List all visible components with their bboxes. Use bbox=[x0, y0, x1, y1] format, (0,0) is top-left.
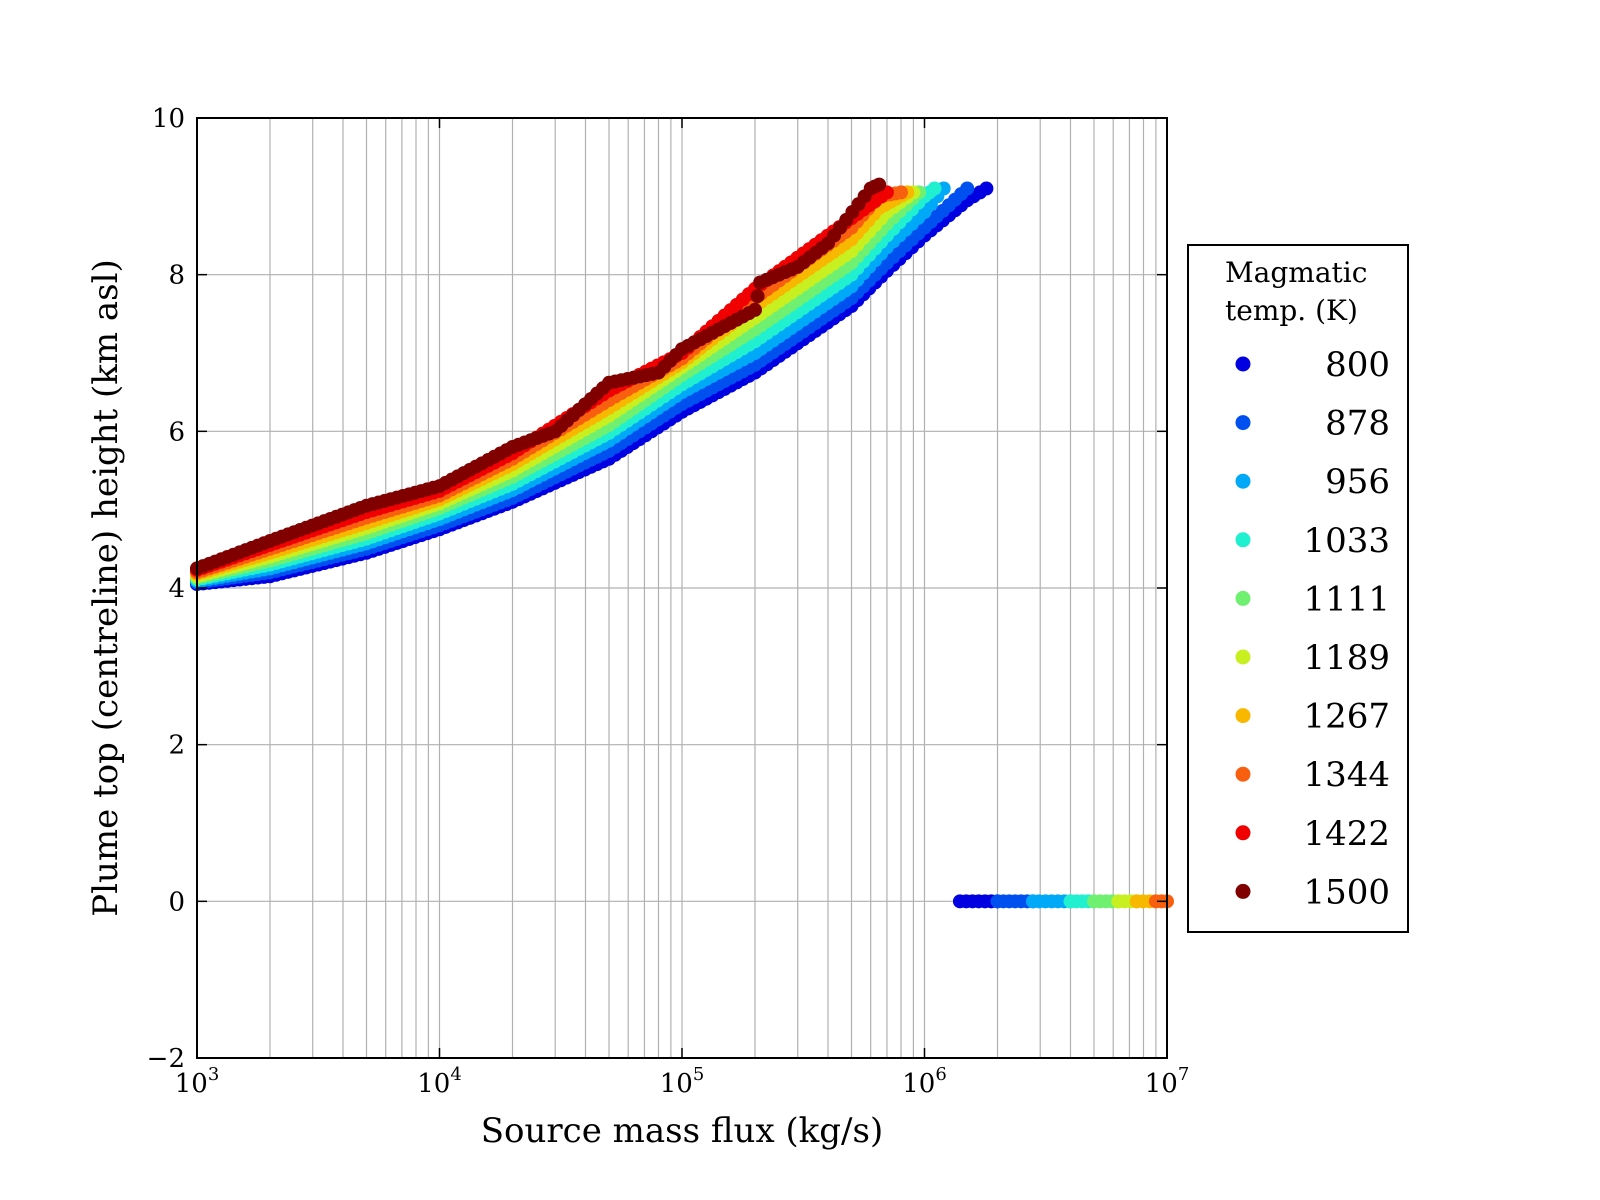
data-points bbox=[190, 177, 1174, 909]
x-tick-label: 106 bbox=[902, 1064, 947, 1099]
legend-marker bbox=[1235, 708, 1251, 724]
legend-entries: 800 878 956 1033 1111 1189 1267 1344 1422 1500 bbox=[1235, 345, 1390, 912]
x-tick-label: 105 bbox=[660, 1064, 705, 1099]
legend-marker bbox=[1235, 766, 1251, 782]
scatter-point bbox=[979, 181, 994, 196]
legend-label: 1111 bbox=[1303, 579, 1390, 619]
legend-label: 956 bbox=[1325, 462, 1390, 502]
grid-lines bbox=[197, 118, 1167, 1058]
legend-label: 878 bbox=[1325, 404, 1390, 444]
legend-marker bbox=[1235, 415, 1251, 431]
legend-label: 1422 bbox=[1303, 814, 1390, 854]
scatter-point bbox=[893, 185, 908, 200]
scatter-point bbox=[747, 302, 762, 317]
x-axis-label: Source mass flux (kg/s) bbox=[481, 1111, 883, 1151]
legend-label: 800 bbox=[1325, 345, 1390, 385]
scatter-point bbox=[927, 181, 942, 196]
legend-marker bbox=[1235, 532, 1251, 548]
legend: Magmatic temp. (K) 800 878 956 1033 1111 1189… bbox=[1187, 244, 1409, 933]
scatter-point bbox=[750, 289, 765, 304]
x-tick-label: 107 bbox=[1145, 1064, 1190, 1099]
legend-marker bbox=[1235, 825, 1251, 841]
legend-label: 1033 bbox=[1303, 521, 1390, 561]
y-tick-label: 8 bbox=[168, 261, 185, 291]
legend-marker bbox=[1235, 590, 1251, 606]
legend-label: 1500 bbox=[1303, 872, 1390, 912]
y-tick-label: −2 bbox=[147, 1044, 185, 1074]
scatter-point bbox=[960, 181, 975, 196]
y-tick-label: 10 bbox=[152, 104, 185, 134]
legend-marker bbox=[1235, 649, 1251, 665]
legend-title-line-1: Magmatic bbox=[1225, 256, 1367, 289]
y-tick-label: 6 bbox=[168, 417, 185, 447]
scatter-point bbox=[872, 177, 887, 192]
legend-marker bbox=[1235, 356, 1251, 372]
y-tick-label: 0 bbox=[168, 887, 185, 917]
x-tick-label: 104 bbox=[417, 1064, 462, 1099]
legend-label: 1267 bbox=[1303, 697, 1390, 737]
legend-title-line-2: temp. (K) bbox=[1225, 294, 1358, 327]
legend-marker bbox=[1235, 473, 1251, 489]
legend-box bbox=[1187, 244, 1409, 933]
y-tick-label: 4 bbox=[168, 574, 185, 604]
legend-marker bbox=[1235, 883, 1251, 899]
x-tick-label: 103 bbox=[175, 1064, 220, 1099]
legend-label: 1189 bbox=[1303, 638, 1390, 678]
axis-ticks: −2 0 2 4 6 8 10 103 104 105 106 107 bbox=[147, 104, 1190, 1099]
legend-label: 1344 bbox=[1303, 755, 1390, 795]
y-axis-label: Plume top (centreline) height (km asl) bbox=[86, 259, 126, 917]
y-tick-label: 2 bbox=[168, 731, 185, 761]
